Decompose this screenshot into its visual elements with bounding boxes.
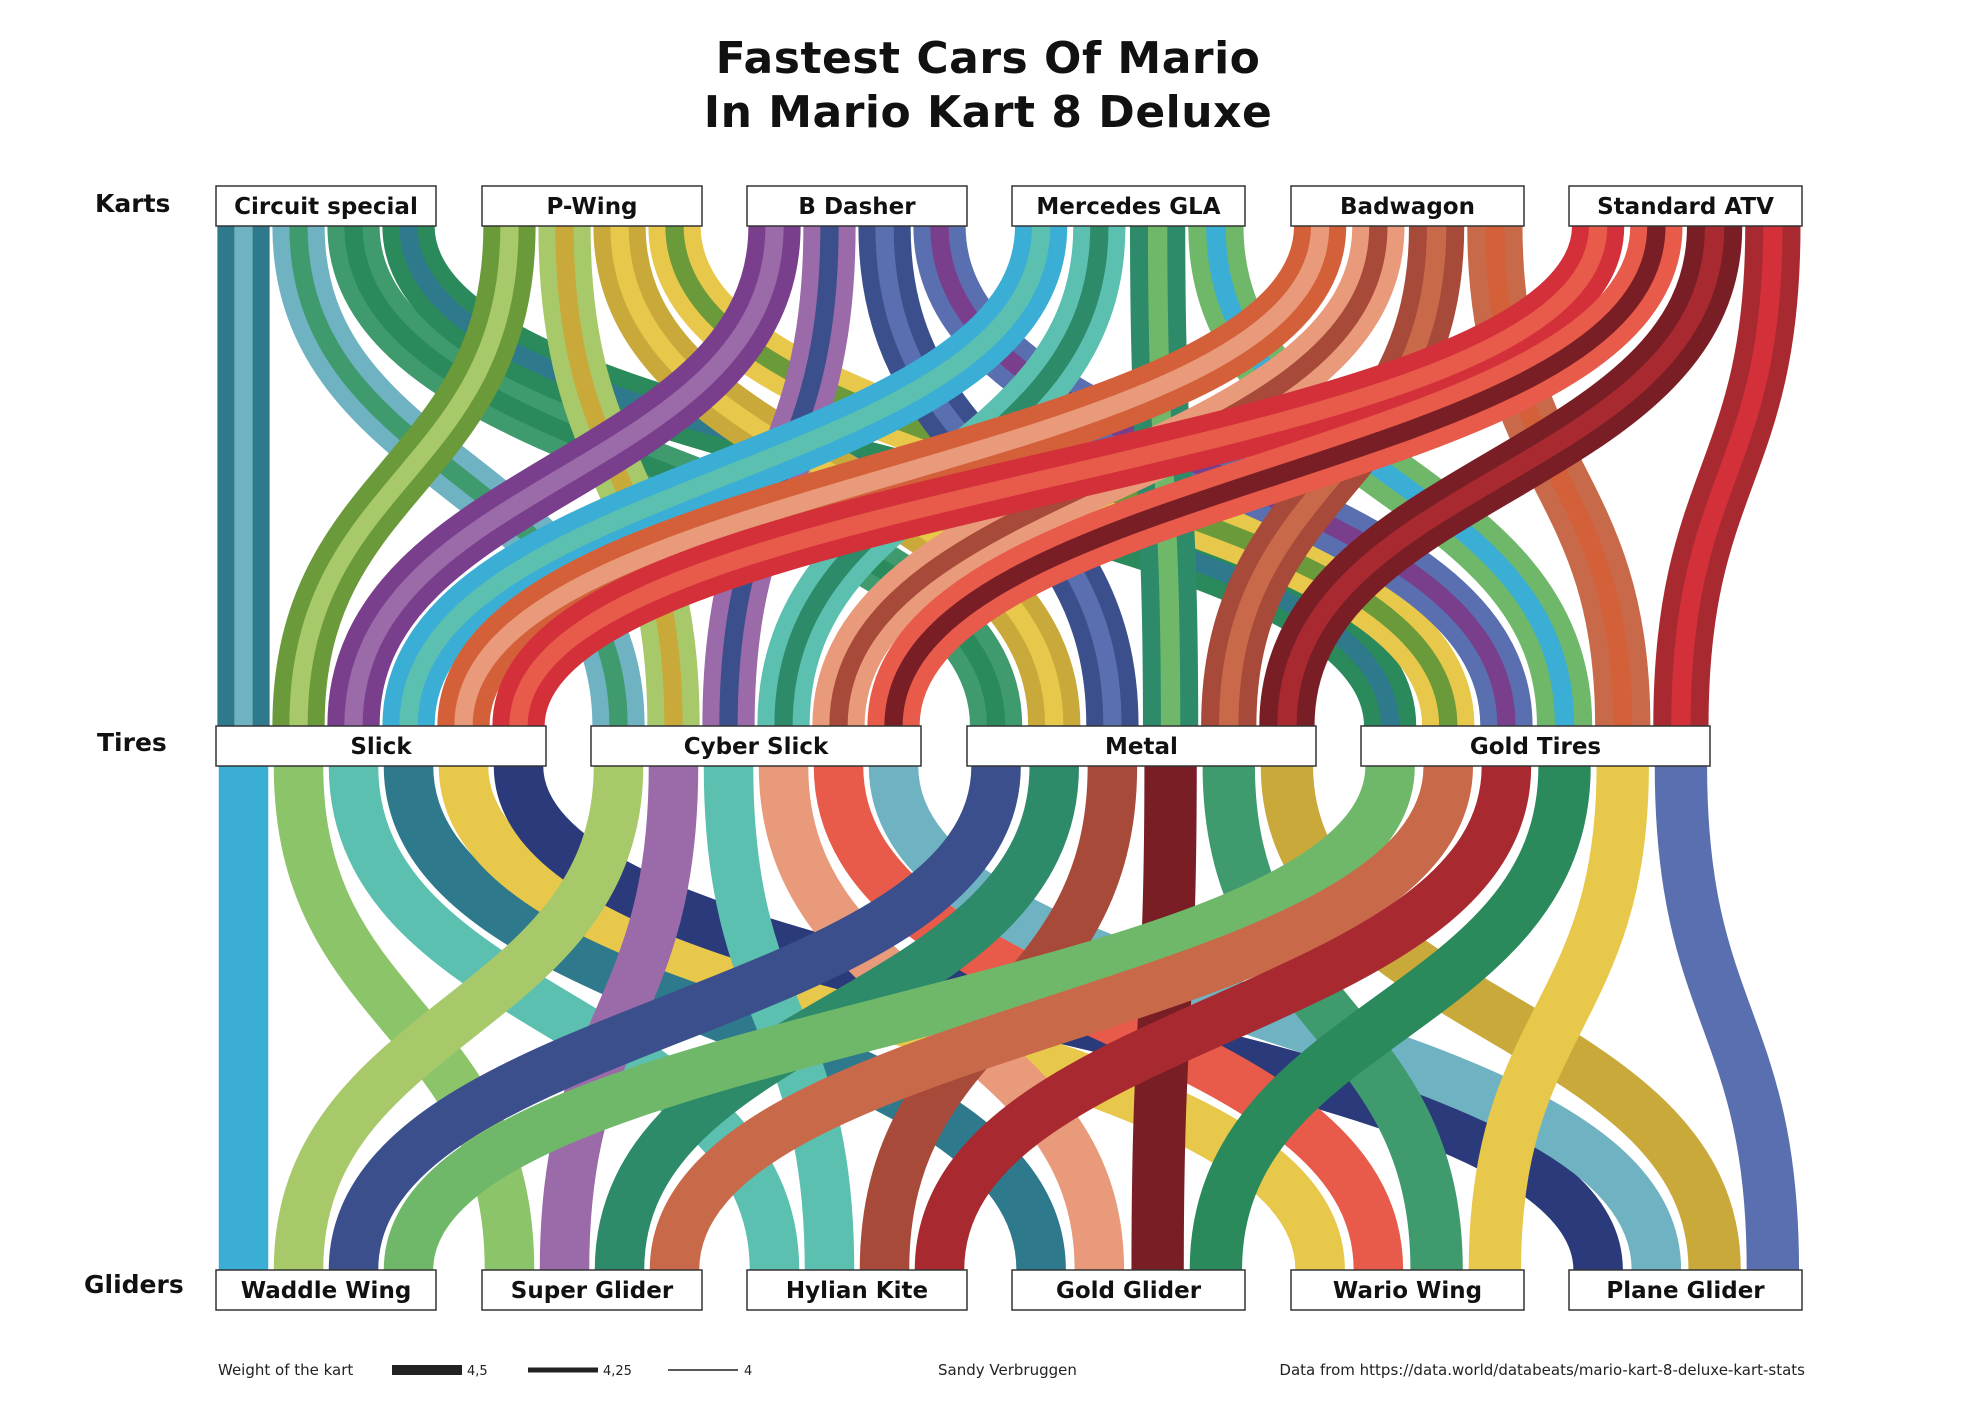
flow-tire-3-glider-4: [1468, 765, 1649, 1271]
flow-kart-3-tire-0-stripe: [399, 225, 1051, 727]
tire-node-1-box: [590, 725, 922, 767]
stage-label-gliders: Gliders: [84, 1270, 184, 1299]
kart-node-5-box: [1568, 185, 1803, 227]
legend-label-4-25: 4,25: [603, 1364, 632, 1379]
stage-label-tires: Tires: [97, 728, 167, 757]
title-line-2: In Mario Kart 8 Deluxe: [703, 87, 1273, 138]
glider-node-2-box: [746, 1269, 968, 1311]
flow-tire-2-glider-0: [328, 764, 1021, 1272]
legend-label-4: 4: [744, 1364, 752, 1379]
glider-node-3-label: Gold Glider: [1056, 1278, 1202, 1304]
flow-kart-1-tire-0-stripe: [289, 225, 519, 727]
glider-node-1-box: [481, 1269, 703, 1311]
flow-tire-3-glider-2: [914, 764, 1532, 1272]
credit: Sandy Verbruggen: [938, 1361, 1077, 1379]
flow-tire-1-glider-0: [273, 765, 644, 1271]
flow-kart-5-tire-2-stripe: [1277, 225, 1725, 727]
kart-node-4-label: Badwagon: [1340, 194, 1475, 220]
flow-kart-1-tire-1-stripe: [555, 225, 683, 727]
flow-kart-5-tire-1-stripe: [884, 225, 1666, 727]
flow-tire-3-glider-3: [1189, 765, 1591, 1271]
glider-node-1-label: Super Glider: [511, 1278, 674, 1304]
kart-node-1-box: [481, 185, 703, 227]
tire-node-2-box: [966, 725, 1317, 767]
kart-node-4-box: [1290, 185, 1525, 227]
tire-node-3-box: [1360, 725, 1711, 767]
glider-node-4-box: [1290, 1269, 1525, 1311]
title-line-1: Fastest Cars Of Mario: [715, 33, 1261, 84]
flow-tire-3-glider-5: [1654, 765, 1800, 1271]
glider-node-0-box: [215, 1269, 437, 1311]
flow-tire-3-glider-1: [649, 764, 1473, 1272]
flow-tire-3-glider-0: [383, 764, 1415, 1272]
glider-node-2-label: Hylian Kite: [786, 1278, 928, 1304]
data-source: Data from https://data.world/databeats/m…: [1279, 1361, 1805, 1379]
flow-kart-4-tire-0-stripe: [454, 225, 1330, 727]
flow-tire-2-glider-4: [1202, 765, 1463, 1271]
legend: Weight of the kart 4,5 4,25 4: [218, 1361, 752, 1379]
chart-title: Fastest Cars Of Mario In Mario Kart 8 De…: [0, 32, 1976, 140]
stage-label-karts: Karts: [95, 189, 170, 218]
kart-node-3-box: [1011, 185, 1246, 227]
kart-node-1-label: P-Wing: [546, 194, 637, 220]
flow-kart-2-tire-0-stripe: [344, 225, 784, 727]
kart-node-2-label: B Dasher: [798, 194, 916, 220]
flow-kart-5-tire-0-stripe: [509, 225, 1608, 727]
kart-node-2-box: [746, 185, 968, 227]
tire-node-2-label: Metal: [1105, 734, 1178, 760]
nodes: Circuit special P-Wing B Dasher Mercedes GL…: [215, 185, 1803, 1311]
glider-node-3-box: [1011, 1269, 1246, 1311]
legend-title: Weight of the kart: [218, 1361, 353, 1379]
glider-node-5-box: [1568, 1269, 1803, 1311]
tire-node-3-label: Gold Tires: [1470, 734, 1601, 760]
tire-node-1-label: Cyber Slick: [684, 734, 829, 760]
kart-node-0-box: [215, 185, 437, 227]
glider-node-0-label: Waddle Wing: [241, 1278, 412, 1304]
kart-node-3-label: Mercedes GLA: [1036, 194, 1220, 220]
tire-node-0-box: [215, 725, 547, 767]
flow-ribbons: [217, 223, 1801, 1273]
tire-node-0-label: Slick: [350, 734, 412, 760]
kart-node-5-label: Standard ATV: [1597, 194, 1774, 220]
glider-node-4-label: Wario Wing: [1333, 1278, 1482, 1304]
flow-tire-1-glider-2: [703, 765, 855, 1271]
kart-node-0-label: Circuit special: [234, 194, 418, 220]
glider-node-5-label: Plane Glider: [1606, 1278, 1765, 1304]
legend-label-4-5: 4,5: [467, 1364, 488, 1379]
flow-kart-5-tire-3-stripe: [1671, 225, 1783, 727]
